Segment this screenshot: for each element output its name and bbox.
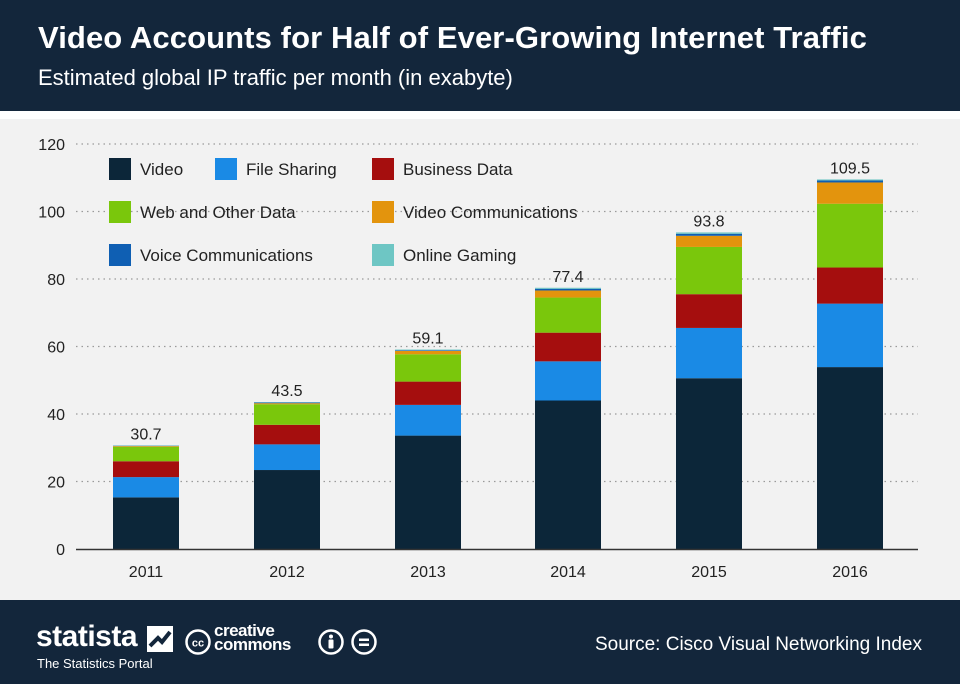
svg-text:cc: cc	[192, 638, 204, 650]
bar-segment	[113, 497, 179, 549]
legend-swatch	[109, 244, 131, 266]
bar-segment	[254, 404, 320, 425]
x-tick-label: 2014	[550, 564, 586, 581]
legend-swatch	[372, 158, 394, 180]
source-note: Source: Cisco Visual Networking Index	[594, 634, 922, 655]
bar-segment	[113, 461, 179, 478]
license-line-1: creative	[214, 621, 275, 640]
bar-segment	[676, 233, 742, 236]
legend-swatch	[109, 158, 131, 180]
bar-segment	[676, 327, 742, 379]
total-label: 59.1	[412, 331, 443, 348]
bar-segment	[817, 303, 883, 368]
chart-title: Video Accounts for Half of Ever-Growing …	[38, 20, 867, 55]
x-tick-label: 2013	[410, 564, 446, 581]
bar-segment	[535, 332, 601, 362]
bar-segment	[676, 232, 742, 234]
bar-segment	[113, 446, 179, 447]
bar-segment	[535, 288, 601, 291]
legend-swatch	[215, 158, 237, 180]
bar-segment	[254, 424, 320, 445]
y-tick-label: 40	[47, 407, 65, 424]
x-tick-label: 2012	[269, 564, 305, 581]
legend-label: Video Communications	[403, 203, 578, 222]
legend-label: Voice Communications	[140, 246, 313, 265]
bar-segment	[817, 179, 883, 181]
bar-segment	[535, 400, 601, 549]
bar-segment	[254, 403, 320, 405]
bar-segment	[254, 402, 320, 404]
bar-segment	[535, 290, 601, 298]
stacked-bar-chart: 0 20 40 60 80 100 120 30.7 2011 43.5 2012 59.1 2013 7…	[38, 137, 918, 581]
license-line-2: commons	[214, 635, 291, 654]
y-tick-label: 60	[47, 340, 65, 357]
legend-swatch	[109, 201, 131, 223]
legend-label: Web and Other Data	[140, 203, 296, 222]
total-label: 93.8	[693, 213, 724, 230]
x-tick-label: 2016	[832, 564, 868, 581]
header: Video Accounts for Half of Ever-Growing …	[0, 0, 960, 111]
bar-segment	[395, 349, 461, 351]
legend-label: File Sharing	[246, 160, 337, 179]
no-derivatives-icon	[351, 629, 377, 655]
x-tick-label: 2015	[691, 564, 727, 581]
statista-mark-icon	[147, 626, 173, 652]
legend-swatch	[372, 244, 394, 266]
legend-label: Online Gaming	[403, 246, 516, 265]
bar-segment	[254, 470, 320, 549]
bar-segment	[395, 404, 461, 436]
bar-segment	[817, 267, 883, 304]
separator	[0, 111, 960, 119]
bar-segment	[395, 350, 461, 351]
bar-segment	[676, 235, 742, 247]
y-tick-label: 0	[56, 542, 65, 559]
bar-segment	[817, 182, 883, 204]
total-label: 109.5	[830, 160, 870, 177]
bar-segment	[817, 367, 883, 549]
tagline: The Statistics Portal	[37, 656, 153, 671]
legend-label: Video	[140, 160, 183, 179]
y-tick-label: 120	[38, 137, 65, 154]
creative-commons-icon[interactable]: cc	[185, 629, 211, 655]
bar-segment	[676, 378, 742, 549]
bar-segment	[395, 381, 461, 405]
attribution-icon	[318, 629, 344, 655]
bar-segment	[817, 180, 883, 183]
y-tick-label: 20	[47, 475, 65, 492]
y-tick-label: 100	[38, 205, 65, 222]
bar-segment	[676, 246, 742, 295]
total-label: 43.5	[271, 383, 302, 400]
footer: statista	[0, 600, 960, 684]
bar-segment	[817, 203, 883, 268]
bar-segment	[254, 444, 320, 471]
legend-label: Business Data	[403, 160, 513, 179]
y-tick-label: 80	[47, 272, 65, 289]
bar-segment	[535, 361, 601, 401]
total-label: 30.7	[130, 426, 161, 443]
bar-segment	[113, 446, 179, 462]
bar-segment	[535, 297, 601, 333]
bar-segment	[395, 350, 461, 355]
bar-segment	[113, 477, 179, 498]
chart-subtitle: Estimated global IP traffic per month (i…	[38, 65, 513, 90]
bar-segment	[676, 294, 742, 328]
total-label: 77.4	[552, 269, 583, 286]
statista-logo[interactable]: statista	[36, 620, 138, 653]
bar-segment	[395, 354, 461, 382]
bar-segment	[535, 287, 601, 289]
bar-segment	[395, 435, 461, 549]
x-tick-label: 2011	[129, 564, 164, 581]
creative-commons-label: creative commons	[214, 621, 291, 654]
legend-swatch	[372, 201, 394, 223]
